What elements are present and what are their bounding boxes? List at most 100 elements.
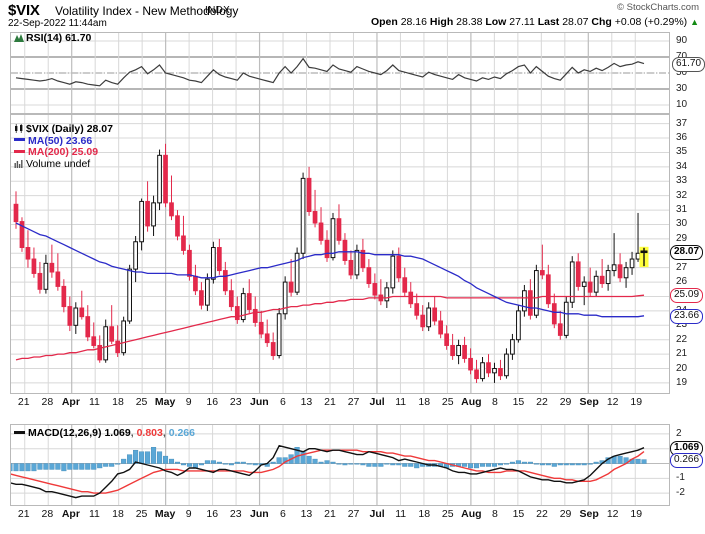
price-axis-label-33: 33 <box>676 175 688 187</box>
x-tick-bot-Sep: Sep <box>579 508 599 520</box>
price-axis-label-21: 21 <box>676 348 688 360</box>
price-axis-label-35: 35 <box>676 146 688 158</box>
x-tick-bot-25: 25 <box>135 508 148 520</box>
change-up-arrow-icon: ▲ <box>690 17 699 27</box>
x-tick-bot-8: 8 <box>491 508 498 520</box>
price-axis-label-27: 27 <box>676 261 688 273</box>
x-tick-mid-Aug: Aug <box>461 396 482 408</box>
x-tick-bot-Aug: Aug <box>461 508 482 520</box>
price-axis-label-20: 20 <box>676 362 688 374</box>
macd-axis-label-neg1: -1 <box>676 472 685 484</box>
symbol-ticker[interactable]: $VIX <box>8 2 40 19</box>
x-tick-mid-12: 12 <box>606 396 619 408</box>
price-axis-label-19: 19 <box>676 376 688 388</box>
x-tick-bot-19: 19 <box>630 508 643 520</box>
x-tick-bot-25: 25 <box>441 508 454 520</box>
x-tick-mid-11: 11 <box>395 396 407 408</box>
open-value: 28.16 <box>400 16 427 28</box>
x-tick-mid-18: 18 <box>112 396 124 408</box>
x-tick-bot-21: 21 <box>324 508 336 520</box>
macd-axis-label-neg2: -2 <box>676 487 685 499</box>
high-label: High <box>429 16 454 28</box>
x-tick-bot-28: 28 <box>41 508 54 520</box>
change-value: +0.08 (+0.29%) <box>614 16 688 28</box>
x-tick-bot-21: 21 <box>17 508 30 520</box>
x-tick-bot-9: 9 <box>185 508 192 520</box>
quote-datetime: 22-Sep-2022 11:44am <box>8 18 107 29</box>
x-tick-bot-Apr: Apr <box>61 508 80 520</box>
price-axis-label-32: 32 <box>676 189 688 201</box>
stockcharts-watermark: © StockCharts.com <box>617 2 699 13</box>
open-label: Open <box>370 16 398 28</box>
price-axis-label-30: 30 <box>676 218 688 230</box>
x-tick-bot-6: 6 <box>279 508 286 520</box>
x-tick-mid-19: 19 <box>630 396 643 408</box>
x-tick-mid-15: 15 <box>512 396 525 408</box>
x-tick-bot-29: 29 <box>559 508 572 520</box>
x-tick-mid-13: 13 <box>300 396 313 408</box>
x-tick-mid-Apr: Apr <box>61 396 80 408</box>
rsi-axis-label-30: 30 <box>676 83 688 94</box>
x-tick-mid-16: 16 <box>206 396 219 408</box>
x-axis-labels-bottom: 21 28 Apr 11 18 25 May 9 16 23 Jun 6 13 21 27 Jul 11 18 25… <box>10 508 670 522</box>
quote-bar: Open 28.16 High 28.38 Low 27.11 Last 28.… <box>371 16 699 28</box>
change-label: Chg <box>591 16 612 28</box>
price-axis-label-31: 31 <box>676 204 688 216</box>
rsi-panel[interactable] <box>10 32 670 114</box>
price-plot <box>11 115 669 393</box>
ma50-value-box: 23.66 <box>670 308 704 324</box>
x-tick-bot-Jul: Jul <box>369 508 385 520</box>
low-label: Low <box>485 16 507 28</box>
symbol-exchange: INDX <box>205 5 231 16</box>
last-label: Last <box>537 16 560 28</box>
x-tick-bot-16: 16 <box>206 508 219 520</box>
x-axis-labels-middle: 21 28 Apr 11 18 25 May 9 16 23 Jun 6 13 21 27 Jul 11 18 25… <box>10 396 670 410</box>
price-axis-label-22: 22 <box>676 333 688 345</box>
x-tick-mid-May: May <box>154 396 176 408</box>
x-tick-mid-23: 23 <box>229 396 242 408</box>
rsi-axis-label-90: 90 <box>676 35 688 46</box>
rsi-axis-label-50: 50 <box>676 67 688 78</box>
price-panel[interactable] <box>10 114 670 394</box>
x-tick-mid-18: 18 <box>418 396 431 408</box>
x-tick-mid-9: 9 <box>185 396 192 408</box>
rsi-plot <box>11 33 669 113</box>
x-tick-mid-6: 6 <box>279 396 286 408</box>
low-value: 27.11 <box>509 16 535 28</box>
chart-header: $VIX Volatility Index - New Methodology … <box>0 0 705 30</box>
x-tick-bot-11: 11 <box>395 508 407 520</box>
rsi-value-box: 61.70 <box>672 56 705 72</box>
price-axis-label-36: 36 <box>676 132 688 144</box>
rsi-axis-label-70: 70 <box>676 51 687 62</box>
x-tick-mid-22: 22 <box>536 396 548 408</box>
x-tick-mid-27: 27 <box>347 396 360 408</box>
macd-hist-value-box: 0.266 <box>670 452 704 468</box>
x-tick-mid-8: 8 <box>491 396 498 408</box>
price-axis-label-29: 29 <box>676 232 688 244</box>
x-tick-bot-27: 27 <box>347 508 360 520</box>
x-tick-bot-23: 23 <box>229 508 242 520</box>
macd-plot <box>11 425 669 505</box>
x-tick-bot-15: 15 <box>512 508 525 520</box>
x-tick-bot-18: 18 <box>112 508 124 520</box>
x-tick-mid-28: 28 <box>41 396 54 408</box>
price-axis-label-26: 26 <box>676 276 688 288</box>
x-tick-bot-13: 13 <box>300 508 313 520</box>
x-tick-bot-Jun: Jun <box>249 508 269 520</box>
macd-panel[interactable] <box>10 424 670 506</box>
x-tick-mid-Jul: Jul <box>369 396 385 408</box>
rsi-axis-label-10: 10 <box>676 99 688 110</box>
x-tick-mid-Sep: Sep <box>579 396 599 408</box>
price-axis-label-23: 23 <box>676 319 688 331</box>
x-tick-bot-18: 18 <box>418 508 431 520</box>
x-tick-mid-21: 21 <box>17 396 30 408</box>
ma200-value-box: 25.09 <box>670 288 704 304</box>
last-price-box: 28.07 <box>670 245 704 261</box>
last-value: 28.07 <box>562 16 589 28</box>
macd-axis-label-2: 2 <box>676 427 682 439</box>
x-tick-bot-11: 11 <box>88 508 100 520</box>
high-value: 28.38 <box>456 16 483 28</box>
price-axis-label-34: 34 <box>676 160 688 172</box>
price-axis-label-37: 37 <box>676 117 688 129</box>
